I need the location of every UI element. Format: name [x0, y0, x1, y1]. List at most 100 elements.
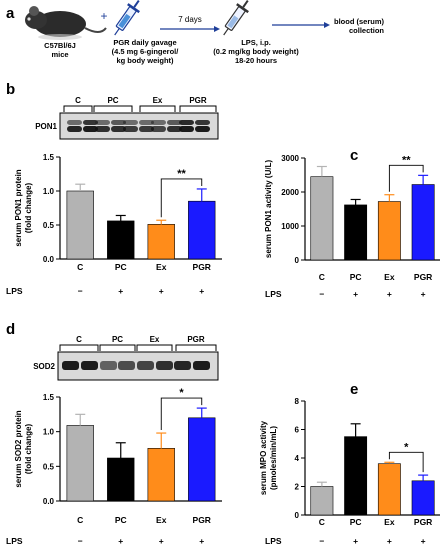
blot-band	[174, 361, 191, 370]
significance-label: *	[179, 387, 184, 399]
y-tick-label: 0	[295, 256, 300, 265]
significance-bracket	[160, 397, 203, 431]
blot-band	[193, 361, 210, 370]
lps-sign: −	[319, 289, 324, 299]
lps-sign: +	[159, 536, 164, 546]
blot-band	[139, 120, 154, 125]
bar-ex	[377, 463, 401, 516]
blot-band	[139, 126, 154, 132]
y-axis-label: serum MPO activity	[259, 420, 268, 495]
significance-label: *	[404, 441, 409, 453]
blot-band	[100, 361, 117, 370]
lps-sign: +	[353, 289, 358, 299]
bar-pc	[344, 436, 368, 516]
blot-group-bracket	[136, 344, 173, 351]
x-tick-label: C	[77, 515, 83, 525]
panel-b: b C PC Ex PGR PON1	[6, 81, 219, 140]
lps-label-line2: (0.2 mg/kg body weight)	[213, 47, 299, 56]
lps-row-label: LPS	[265, 289, 282, 299]
blot-band	[151, 126, 166, 132]
y-tick-label: 4	[295, 454, 300, 463]
blot-band	[83, 120, 98, 125]
blot-band	[118, 361, 135, 370]
x-tick-label: PC	[115, 515, 127, 525]
x-tick-label: PGR	[414, 272, 432, 282]
blot-band	[167, 120, 182, 125]
y-tick-label: 2	[295, 483, 300, 492]
significance-bracket	[160, 178, 203, 218]
y-tick-label: 3000	[281, 154, 299, 163]
bar-chart-d: 0.0 0.5 1.0 1.5 serum SOD2 protein (fold chan…	[6, 387, 222, 546]
blot-band	[95, 126, 110, 132]
significance-label: **	[177, 168, 186, 180]
significance-bracket	[388, 164, 424, 192]
bar-c	[66, 190, 94, 260]
blot-protein-label: PON1	[35, 122, 57, 131]
lps-row-label: LPS	[265, 536, 282, 546]
y-tick-label: 0.5	[43, 462, 55, 471]
mouse-label-line2: mice	[51, 50, 68, 59]
blot-band	[179, 126, 194, 132]
y-axis-label: serum PON1 protein	[14, 169, 23, 246]
bar-chart-c: 0 1000 2000 3000 serum PON1 activity (U/L) C −…	[264, 154, 440, 299]
lps-sign: +	[199, 286, 204, 296]
blot-group-label: Ex	[150, 335, 160, 344]
blot-band	[111, 126, 126, 132]
y-axis-label: serum PON1 activity (U/L)	[264, 160, 273, 259]
blot-band	[67, 120, 82, 125]
lps-sign: −	[319, 536, 324, 546]
y-tick-label: 0.0	[43, 497, 55, 506]
collection-label-line1: blood (serum)	[334, 17, 385, 26]
panel-label-b: b	[6, 81, 15, 98]
bar-pgr	[411, 480, 435, 516]
panel-label-a: a	[6, 5, 15, 22]
gavage-label-line2: (4.5 mg 6-gingerol/	[112, 47, 180, 56]
blot-membrane	[59, 112, 219, 140]
lps-sign: +	[421, 536, 426, 546]
blot-group-bracket	[59, 344, 99, 351]
blot-band	[195, 126, 210, 132]
bar-c	[310, 486, 334, 516]
blot-band	[62, 361, 79, 370]
blot-band	[123, 126, 138, 132]
x-tick-label: C	[319, 517, 325, 527]
lps-label-line3: 18-20 hours	[235, 56, 277, 65]
blot-group-bracket	[175, 344, 217, 351]
bar-ex	[377, 201, 401, 261]
gavage-label-line3: kg body weight)	[116, 56, 174, 65]
y-tick-label: 1.5	[43, 153, 55, 162]
bar-pc	[107, 457, 135, 502]
western-blot-pon1: C PC Ex PGR PON1	[35, 96, 219, 140]
blot-group-label: PC	[107, 96, 118, 105]
blot-band	[95, 120, 110, 125]
blot-band	[151, 120, 166, 125]
y-axis-label: (fold change)	[24, 183, 33, 234]
x-tick-label: C	[319, 272, 325, 282]
bar-pc	[107, 220, 135, 260]
blot-band	[123, 120, 138, 125]
panel-label-c: c	[350, 147, 358, 164]
significance-label: **	[402, 154, 411, 166]
gavage-label-line1: PGR daily gavage	[113, 38, 176, 47]
blot-group-bracket	[63, 105, 93, 112]
blot-band	[156, 361, 173, 370]
lps-syringe-icon	[223, 0, 249, 36]
x-tick-label: PC	[350, 272, 362, 282]
y-tick-label: 0.0	[43, 255, 55, 264]
y-tick-label: 1.5	[43, 393, 55, 402]
lps-label-line1: LPS, i.p.	[241, 38, 271, 47]
x-tick-label: Ex	[156, 262, 167, 272]
x-tick-label: Ex	[384, 517, 395, 527]
x-tick-label: Ex	[384, 272, 395, 282]
x-tick-label: PGR	[193, 262, 211, 272]
blot-band	[179, 120, 194, 125]
blot-group-label: PGR	[189, 96, 207, 105]
collection-label-line2: collection	[349, 26, 384, 35]
blot-group-bracket	[93, 105, 133, 112]
y-axis-label: (pmoles/min/mL)	[269, 426, 278, 490]
lps-sign: +	[118, 286, 123, 296]
lps-sign: −	[78, 536, 83, 546]
y-tick-label: 1000	[281, 222, 299, 231]
